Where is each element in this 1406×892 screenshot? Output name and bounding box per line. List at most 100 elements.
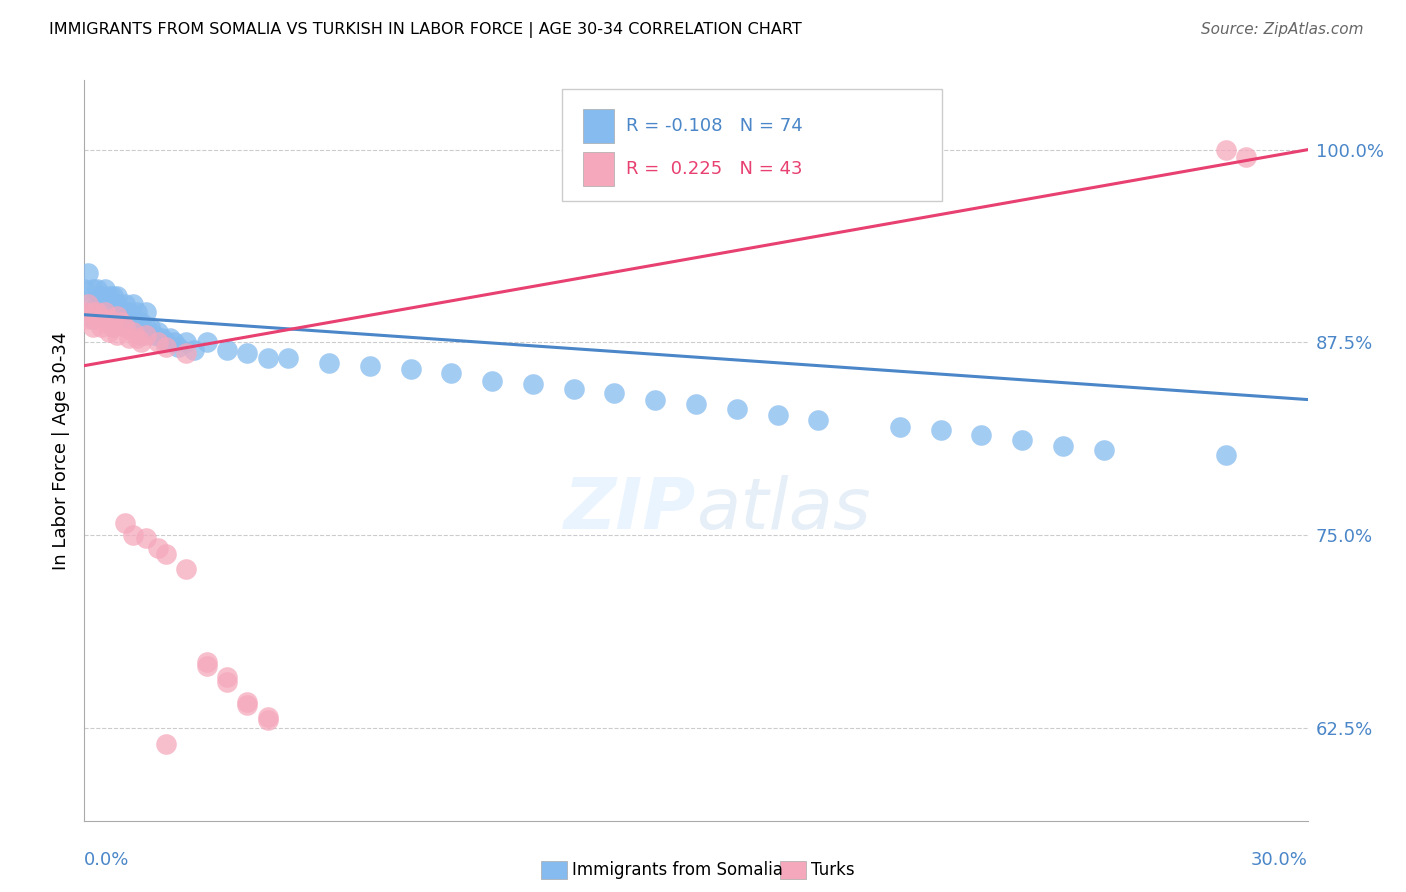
Point: [77, 297, 100, 311]
Point: [174, 346, 197, 360]
Text: Source: ZipAtlas.com: Source: ZipAtlas.com: [1201, 22, 1364, 37]
Point: [155, 547, 177, 561]
Point: [174, 562, 197, 576]
Point: [131, 335, 153, 350]
Point: [135, 304, 157, 318]
Point: [217, 343, 239, 358]
Point: [174, 335, 197, 350]
Point: [131, 315, 153, 329]
Point: [93, 312, 115, 326]
Point: [562, 382, 585, 396]
Point: [1215, 143, 1237, 157]
Point: [90, 297, 112, 311]
Point: [163, 335, 186, 350]
Point: [82, 297, 104, 311]
Point: [127, 331, 149, 345]
Point: [114, 516, 136, 530]
Point: [122, 312, 145, 326]
Point: [105, 327, 128, 342]
Point: [86, 281, 108, 295]
Text: atlas: atlas: [696, 475, 870, 544]
Point: [1092, 443, 1115, 458]
Point: [1011, 433, 1033, 447]
Point: [167, 340, 190, 354]
Point: [101, 320, 124, 334]
Point: [183, 343, 205, 358]
Point: [1215, 448, 1237, 462]
Point: [135, 532, 157, 546]
Point: [603, 386, 626, 401]
Point: [135, 327, 157, 342]
Text: 0.0%: 0.0%: [84, 851, 129, 869]
Point: [236, 346, 259, 360]
Point: [73, 281, 96, 295]
Point: [195, 335, 218, 350]
Point: [277, 351, 299, 365]
Point: [97, 304, 120, 318]
Point: [114, 304, 136, 318]
Point: [970, 428, 993, 442]
Point: [90, 304, 112, 318]
Point: [118, 320, 141, 334]
Point: [90, 320, 112, 334]
Point: [93, 297, 115, 311]
Point: [217, 674, 239, 689]
Point: [118, 331, 141, 345]
Point: [257, 714, 280, 728]
Point: [101, 304, 124, 318]
Point: [110, 304, 132, 318]
Point: [86, 312, 108, 326]
Text: IMMIGRANTS FROM SOMALIA VS TURKISH IN LABOR FORCE | AGE 30-34 CORRELATION CHART: IMMIGRANTS FROM SOMALIA VS TURKISH IN LA…: [49, 22, 801, 38]
Point: [644, 392, 666, 407]
Point: [807, 412, 830, 426]
Point: [97, 297, 120, 311]
Point: [82, 281, 104, 295]
Point: [138, 320, 160, 334]
Point: [440, 367, 463, 381]
Point: [97, 289, 120, 303]
Point: [122, 325, 145, 339]
Point: [86, 297, 108, 311]
Point: [93, 315, 115, 329]
Point: [122, 528, 145, 542]
Point: [257, 351, 280, 365]
Text: Turks: Turks: [811, 861, 855, 879]
Point: [685, 397, 707, 411]
Point: [257, 710, 280, 724]
Point: [97, 312, 120, 326]
Point: [155, 340, 177, 354]
Point: [766, 408, 789, 422]
Text: R = -0.108   N = 74: R = -0.108 N = 74: [626, 117, 803, 135]
Point: [195, 655, 218, 669]
Point: [114, 320, 136, 334]
Point: [82, 320, 104, 334]
Point: [101, 289, 124, 303]
Point: [105, 297, 128, 311]
Text: R =  0.225   N = 43: R = 0.225 N = 43: [626, 160, 803, 178]
Point: [481, 374, 503, 388]
Point: [195, 659, 218, 673]
Text: 30.0%: 30.0%: [1251, 851, 1308, 869]
Text: Immigrants from Somalia: Immigrants from Somalia: [572, 861, 783, 879]
Point: [105, 310, 128, 324]
Point: [929, 424, 952, 438]
Point: [159, 331, 181, 345]
Point: [1052, 439, 1074, 453]
Point: [127, 315, 149, 329]
Point: [146, 335, 169, 350]
Point: [318, 355, 340, 369]
Point: [522, 377, 544, 392]
Point: [142, 327, 165, 342]
Point: [93, 281, 115, 295]
Point: [86, 304, 108, 318]
Point: [77, 266, 100, 280]
Point: [135, 320, 157, 334]
Point: [77, 304, 100, 318]
Point: [217, 670, 239, 684]
Point: [90, 312, 112, 326]
Point: [82, 312, 104, 326]
Point: [101, 320, 124, 334]
Point: [110, 315, 132, 329]
Point: [114, 297, 136, 311]
Point: [114, 320, 136, 334]
